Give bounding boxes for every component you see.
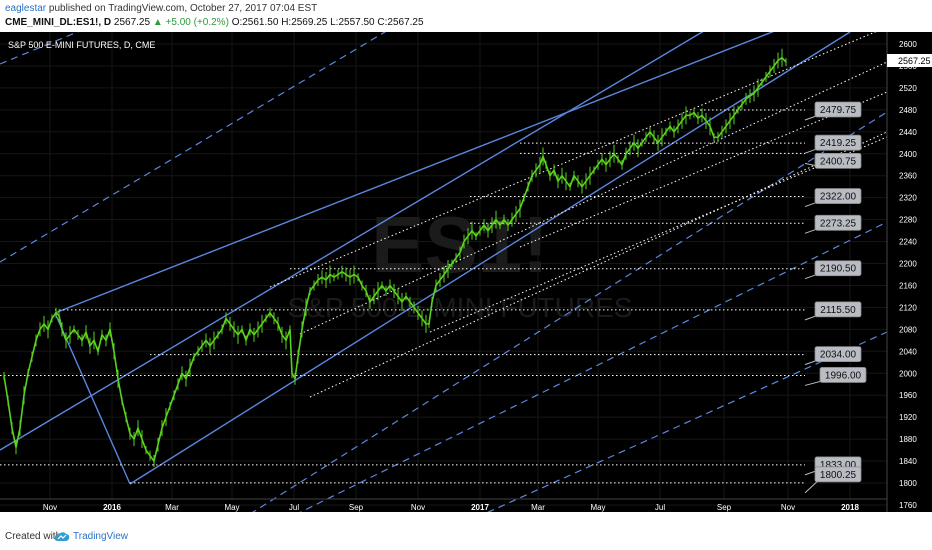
price-tick-label: 2520 [899,84,917,93]
channel-line-dashed [222,221,888,550]
level-label-text: 1996.00 [825,370,862,381]
close-value: C:2567.25 [377,17,424,28]
price-tick-label: 2320 [899,194,917,203]
time-tick-label: 2017 [471,503,489,512]
ohlc-line: CME_MINI_DL:ES1!, D 2567.25 ▲ +5.00 (+0.… [5,17,424,28]
level-label-text: 2034.00 [820,350,857,361]
price-tick-label: 2480 [899,106,917,115]
price-tick-label: 2360 [899,172,917,181]
level-label-box [814,134,862,151]
level-label-box [814,152,862,169]
symbol-label: CME_MINI_DL:ES1!, D [5,17,112,28]
time-tick-label: Nov [411,503,425,512]
channel-line-solid [54,0,856,314]
price-tick-label: 2000 [899,369,917,378]
time-tick-label: Nov [781,503,795,512]
level-label-text: 1833.00 [820,460,857,471]
price-axis[interactable]: 1760 1800 1840 1880 1920 1960 2000 2040 2080 2120… [899,40,917,510]
last-price: 2567.25 [113,17,151,28]
level-label-text: 2115.50 [820,305,856,316]
grid [0,32,887,506]
time-tick-label: 2018 [841,503,859,512]
price-tick-label: 2280 [899,216,917,225]
price-tick-label: 1960 [899,391,917,400]
time-tick-label: Jul [289,503,299,512]
footer: Created with TradingView [0,526,932,550]
chart-title: S&P 500 E-MINI FUTURES, D, CME [8,40,155,50]
level-label-box [814,214,862,231]
level-label-box [814,260,862,277]
channel-line-dotted [429,136,888,333]
time-tick-label: Sep [349,503,364,512]
price-tick-label: 2160 [899,281,917,290]
header: eaglestar published on TradingView.com, … [0,0,932,32]
price-tick-label: 2440 [899,128,917,137]
time-tick-label: 2016 [103,503,121,512]
tradingview-cloud-icon[interactable] [54,529,70,543]
level-lines [0,109,805,484]
price-series [3,48,787,468]
price-tick-label: 1840 [899,457,917,466]
price-tick-label: 1920 [899,413,917,422]
level-label-text: 2322.00 [820,192,857,203]
level-label-text: 1800.25 [820,470,857,481]
time-tick-label: May [224,503,239,512]
price-tick-label: 1880 [899,435,917,444]
level-label-box [814,188,862,204]
level-label-text: 2479.75 [820,105,857,116]
open-value: O:2561.50 [231,17,279,28]
level-label-text: 2400.75 [820,156,857,167]
level-label-box [819,367,867,383]
last-price-badge [887,54,932,67]
level-label-box [814,301,862,318]
channel-line-solid [129,31,851,485]
time-tick-label: Mar [165,503,179,512]
level-label-box [814,466,862,483]
level-label-text: 2419.25 [820,138,857,149]
level-label-text: 2273.25 [820,218,857,229]
channel-line-dashed [249,111,888,515]
channel-line-dashed [0,0,440,263]
change-up-icon: ▲ [152,17,163,28]
time-tick-label: Sep [717,503,732,512]
tradingview-link[interactable]: TradingView [73,531,129,542]
pitchfork-handle [54,312,131,485]
watermark-name: S&P 500 E-MINI FUTURES [288,292,633,323]
time-tick-label: Mar [531,503,545,512]
price-tick-label: 2120 [899,303,917,312]
watermark-symbol: ES1! [371,200,549,289]
price-tick-label: 2400 [899,150,917,159]
chart-background [0,32,932,512]
channel-line-dotted [309,131,888,398]
time-tick-label: Nov [43,503,57,512]
time-axis[interactable]: Nov 2016 Mar May Jul Sep Nov 2017 Mar May Jul Sep No… [43,503,860,512]
high-value: H:2569.25 [281,17,328,28]
price-change: +5.00 (+0.2%) [165,17,229,28]
level-label-box [814,101,862,118]
level-labels: 2479.75 2419.25 2400.75 2322.00 2273.25 2190.… [804,101,867,494]
publish-info: published on TradingView.com, October 27… [48,3,318,14]
level-label-box [814,346,862,362]
created-with-text: Created with [5,531,62,542]
price-tick-label: 2200 [899,260,917,269]
time-tick-label: May [590,503,605,512]
price-tick-label: 1760 [899,501,917,510]
price-tick-label: 2080 [899,325,917,334]
publish-line: eaglestar published on TradingView.com, … [5,3,317,14]
level-label-text: 2190.50 [820,264,857,275]
price-tick-label: 2600 [899,40,917,49]
time-tick-label: Jul [655,503,665,512]
price-tick-label: 1800 [899,479,917,488]
price-tick-label: 2040 [899,347,917,356]
price-tick-label: 2240 [899,238,917,247]
last-price-axis-label: 2567.25 [898,56,931,66]
low-value: L:2557.50 [330,17,375,28]
author-link[interactable]: eaglestar [5,3,47,14]
last-price-marker: 2567.25 [887,54,932,67]
